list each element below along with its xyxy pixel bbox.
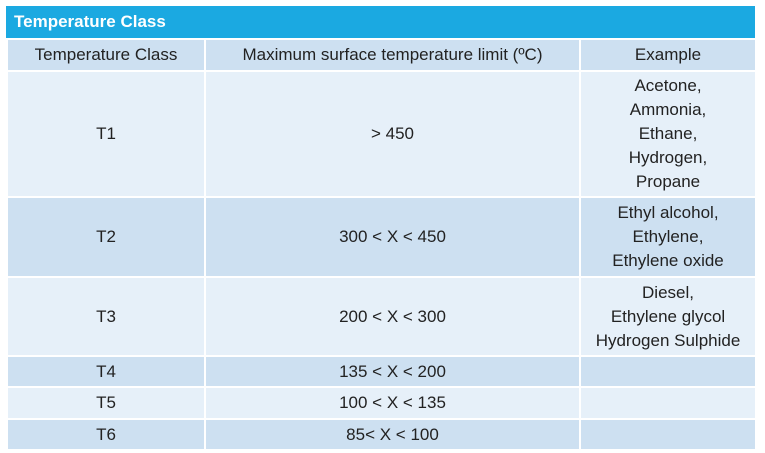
limit-cell: 100 < X < 135 xyxy=(204,386,581,420)
example-cell: Ethyl alcohol, Ethylene, Ethylene oxide xyxy=(579,196,757,278)
header-cell: Maximum surface temperature limit (ºC) xyxy=(204,38,581,72)
limit-cell: > 450 xyxy=(204,70,581,198)
class-cell: T3 xyxy=(6,276,206,357)
example-line: Ethane, xyxy=(638,124,698,143)
example-line: Ethylene, xyxy=(632,227,704,246)
table-row: T5 100 < X < 135 xyxy=(6,386,757,420)
class-cell: T4 xyxy=(6,355,206,388)
example-line: Acetone, xyxy=(634,76,702,95)
limit-cell: 300 < X < 450 xyxy=(204,196,581,278)
example-line: Hydrogen, xyxy=(628,148,708,167)
example-line: Hydrogen Sulphide xyxy=(595,330,741,350)
example-line: Ethylene glycol xyxy=(610,306,726,326)
example-cell: Acetone, Ammonia, Ethane, Hydrogen, Propane xyxy=(579,70,757,198)
class-cell: T1 xyxy=(6,70,206,198)
table: Temperature Class Maximum surface tempera… xyxy=(6,38,757,451)
header-cell: Example xyxy=(579,38,757,72)
table-row: T6 85< X < 100 xyxy=(6,418,757,451)
example-line: Ethylene oxide xyxy=(612,251,724,270)
example-cell: Diesel, Ethylene glycol Hydrogen Sulphide xyxy=(579,276,757,357)
class-cell: T6 xyxy=(6,418,206,451)
example-cell xyxy=(579,418,757,451)
panel-title: Temperature Class xyxy=(6,6,755,38)
table-row: T1 > 450 Acetone, Ammonia, Ethane, Hydrogen, P… xyxy=(6,70,757,198)
example-cell xyxy=(579,386,757,420)
table-row: T2 300 < X < 450 Ethyl alcohol, Ethylene, Et… xyxy=(6,196,757,278)
example-line: Propane xyxy=(635,172,701,191)
table-row: T4 135 < X < 200 xyxy=(6,355,757,388)
limit-cell: 200 < X < 300 xyxy=(204,276,581,357)
limit-cell: 135 < X < 200 xyxy=(204,355,581,388)
table-panel: Temperature Class Temperature Class Maxim… xyxy=(6,6,757,451)
header-cell: Temperature Class xyxy=(6,38,206,72)
class-cell: T2 xyxy=(6,196,206,278)
example-line: Ethyl alcohol, xyxy=(617,203,719,222)
class-cell: T5 xyxy=(6,386,206,420)
header-row: Temperature Class Maximum surface tempera… xyxy=(6,38,757,72)
limit-cell: 85< X < 100 xyxy=(204,418,581,451)
example-line: Ammonia, xyxy=(629,100,707,119)
table-row: T3 200 < X < 300 Diesel, Ethylene glycol Hyd… xyxy=(6,276,757,357)
example-cell xyxy=(579,355,757,388)
example-line: Diesel, xyxy=(642,282,694,302)
